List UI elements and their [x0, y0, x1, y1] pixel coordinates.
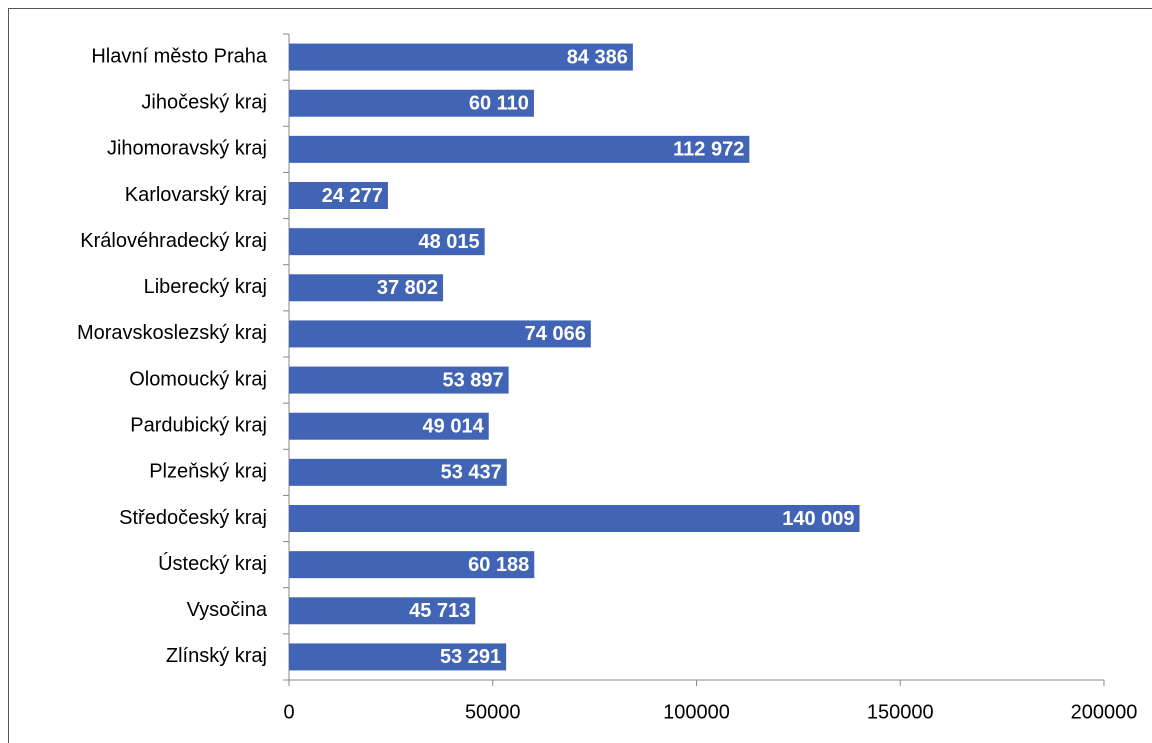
x-tick-label: 200000 [1071, 701, 1138, 723]
x-tick-label: 100000 [663, 701, 730, 723]
value-label: 53 897 [442, 369, 503, 391]
bar [289, 505, 860, 532]
value-label: 74 066 [525, 323, 586, 345]
y-tick-label: Olomoucký kraj [129, 368, 267, 390]
value-label: 112 972 [673, 139, 744, 161]
y-tick-label: Jihočeský kraj [141, 91, 267, 113]
y-tick-label: Středočeský kraj [119, 507, 267, 529]
bar [289, 412, 489, 440]
bar [289, 135, 750, 163]
bar [289, 551, 535, 579]
y-tick-label: Plzeňský kraj [149, 461, 267, 483]
bar [289, 274, 444, 302]
y-tick-label: Zlínský kraj [166, 645, 267, 667]
y-tick-label: Karlovarský kraj [125, 184, 267, 206]
bar [289, 320, 591, 348]
bar [289, 643, 507, 671]
y-tick-label: Ústecký kraj [158, 552, 267, 575]
y-tick-label: Pardubický kraj [130, 414, 267, 436]
bar [289, 43, 633, 71]
x-tick-label: 0 [283, 701, 294, 723]
bar [289, 597, 476, 625]
bar [289, 228, 485, 256]
bar [289, 182, 388, 209]
value-label: 48 015 [418, 231, 479, 253]
value-label: 140 009 [782, 508, 854, 530]
x-tick-label: 50000 [465, 701, 521, 723]
value-label: 45 713 [409, 600, 470, 622]
y-tick-label: Královéhradecký kraj [80, 230, 267, 252]
y-tick-label: Liberecký kraj [144, 276, 267, 298]
value-label: 60 110 [469, 92, 529, 114]
y-tick-label: Hlavní město Praha [91, 45, 268, 67]
y-tick-label: Moravskoslezský kraj [77, 322, 267, 344]
value-label: 37 802 [377, 277, 438, 299]
y-tick-label: Jihomoravský kraj [107, 138, 267, 160]
bar [289, 89, 534, 117]
value-label: 53 291 [440, 646, 501, 668]
value-label: 49 014 [423, 415, 485, 437]
bar [289, 366, 509, 394]
value-label: 53 437 [441, 462, 502, 484]
value-label: 24 277 [322, 185, 383, 207]
x-tick-label: 150000 [867, 701, 934, 723]
value-label: 84 386 [567, 46, 628, 68]
bar [289, 458, 507, 486]
y-tick-label: Vysočina [187, 599, 268, 621]
chart-frame [8, 8, 1152, 743]
value-label: 60 188 [468, 554, 529, 576]
